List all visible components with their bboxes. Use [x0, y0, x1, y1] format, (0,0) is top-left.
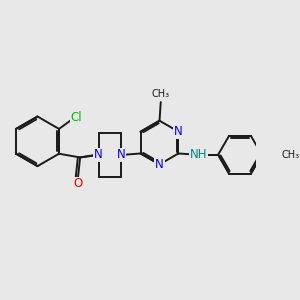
Text: Cl: Cl	[70, 111, 82, 124]
Text: O: O	[73, 178, 82, 190]
Text: CH₃: CH₃	[152, 89, 170, 99]
Text: CH₃: CH₃	[281, 150, 299, 160]
Text: NH: NH	[190, 148, 207, 161]
Text: N: N	[117, 148, 125, 161]
Text: N: N	[94, 148, 103, 161]
Text: N: N	[174, 125, 183, 138]
Text: N: N	[155, 158, 164, 171]
